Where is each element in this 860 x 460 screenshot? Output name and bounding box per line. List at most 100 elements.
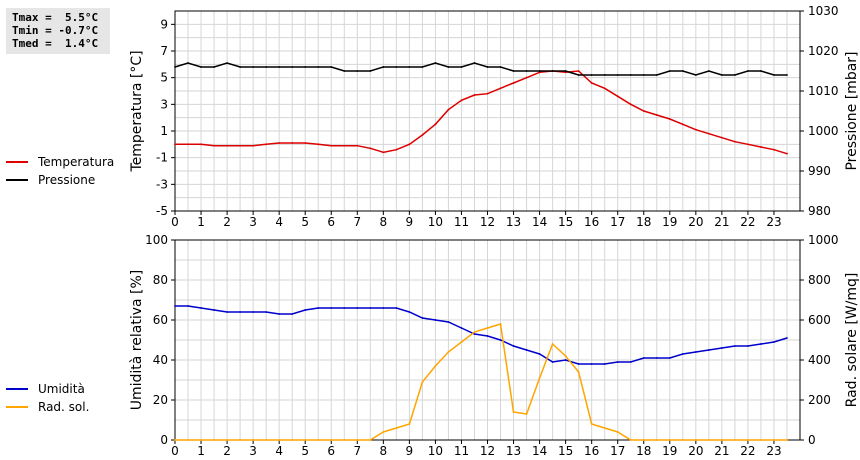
x-tick-label-0: 0 <box>171 215 179 229</box>
data-point-0-1 <box>343 70 346 72</box>
data-point-0-1 <box>434 62 437 64</box>
x-tick-label-1: 22 <box>740 444 755 458</box>
data-point-0-1 <box>760 70 762 72</box>
x-tick-label-0: 6 <box>327 215 335 229</box>
x-tick-label-1: 13 <box>506 444 521 458</box>
x-tick-label-0: 10 <box>428 215 443 229</box>
data-point-1-1 <box>760 439 762 441</box>
data-point-1-1 <box>317 439 320 441</box>
data-point-0-0 <box>773 148 775 151</box>
data-point-0-1 <box>655 74 658 76</box>
data-point-1-1 <box>551 343 554 345</box>
data-point-1-0 <box>252 311 255 313</box>
x-tick-label-0: 7 <box>353 215 361 229</box>
legend-swatch-pressione <box>6 179 28 181</box>
data-point-1-0 <box>291 313 294 315</box>
data-point-1-0 <box>187 305 189 307</box>
x-tick-label-1: 6 <box>327 444 335 458</box>
data-point-0-1 <box>382 66 385 68</box>
y-right-axis-label-0: Pressione [mbar] <box>844 51 860 170</box>
x-tick-label-0: 20 <box>688 215 703 229</box>
data-point-0-1 <box>551 70 554 72</box>
y-left-axis-label-1: Umidità relativa [%] <box>129 270 145 411</box>
data-point-1-1 <box>343 439 346 441</box>
x-tick-label-0: 14 <box>532 215 547 229</box>
legend-item-pressione: Pressione <box>6 171 114 189</box>
series-line-temperatura <box>175 70 788 155</box>
y-right-tick-label-0: 1030 <box>808 4 839 18</box>
x-tick-label-1: 7 <box>353 444 361 458</box>
data-point-0-1 <box>421 66 424 68</box>
data-point-0-1 <box>395 66 398 68</box>
data-point-0-1 <box>278 66 281 68</box>
x-tick-label-0: 17 <box>610 215 625 229</box>
data-point-1-0 <box>239 311 242 313</box>
data-point-1-1 <box>603 427 606 429</box>
data-point-0-1 <box>681 70 684 72</box>
data-point-1-0 <box>473 333 476 335</box>
data-point-1-0 <box>213 309 215 311</box>
data-point-1-1 <box>747 439 749 441</box>
x-tick-label-0: 22 <box>740 215 755 229</box>
data-point-1-0 <box>551 361 554 363</box>
data-point-0-0 <box>473 94 476 96</box>
data-point-0-1 <box>525 70 528 72</box>
data-point-0-0 <box>187 143 189 146</box>
series-line-pressione <box>174 62 787 76</box>
data-point-1-1 <box>278 439 281 441</box>
data-point-0-0 <box>668 118 671 120</box>
x-tick-label-1: 2 <box>223 444 231 458</box>
data-point-1-0 <box>681 353 684 355</box>
data-point-0-1 <box>642 74 645 76</box>
data-point-1-0 <box>408 311 411 313</box>
data-point-1-1 <box>590 423 593 425</box>
data-point-0-0 <box>265 143 268 146</box>
data-point-1-1 <box>655 439 658 441</box>
data-point-1-0 <box>317 307 320 309</box>
x-tick-label-1: 3 <box>249 444 257 458</box>
x-tick-label-0: 2 <box>223 215 231 229</box>
data-point-1-0 <box>395 307 398 309</box>
data-point-0-1 <box>408 66 411 68</box>
legend-top: Temperatura Pressione <box>6 153 114 189</box>
legend-label-pressione: Pressione <box>38 173 96 187</box>
data-point-1-1 <box>187 439 189 441</box>
data-point-1-0 <box>499 339 502 341</box>
data-point-0-1 <box>226 62 228 64</box>
y-right-tick-label-1: 400 <box>808 353 831 367</box>
data-point-1-1 <box>681 439 684 441</box>
x-tick-label-0: 16 <box>584 215 599 229</box>
x-tick-label-1: 8 <box>380 444 388 458</box>
x-tick-label-1: 9 <box>406 444 414 458</box>
x-tick-label-1: 19 <box>662 444 677 458</box>
data-point-1-1 <box>707 439 710 441</box>
x-tick-label-1: 5 <box>301 444 309 458</box>
y-right-axis-label-1: Rad. solare [W/mq] <box>844 273 860 408</box>
data-point-1-1 <box>447 351 450 353</box>
data-point-0-0 <box>356 144 359 147</box>
data-point-1-1 <box>421 381 424 383</box>
data-point-1-1 <box>668 439 671 441</box>
data-point-0-1 <box>603 74 606 76</box>
data-point-0-1 <box>786 74 788 76</box>
data-point-0-0 <box>760 146 762 148</box>
data-point-0-1 <box>538 70 541 72</box>
data-point-0-1 <box>252 66 255 68</box>
data-point-1-0 <box>616 361 619 363</box>
data-point-0-0 <box>278 142 281 144</box>
data-point-1-1 <box>291 439 294 441</box>
data-point-0-1 <box>369 70 372 72</box>
data-point-0-0 <box>213 144 215 147</box>
x-tick-label-0: 4 <box>275 215 283 229</box>
y-right-tick-label-0: 1020 <box>808 44 839 58</box>
data-point-0-0 <box>460 99 463 102</box>
x-tick-label-1: 4 <box>275 444 283 458</box>
data-point-0-0 <box>694 128 697 131</box>
data-point-1-1 <box>525 413 528 415</box>
data-point-0-0 <box>642 110 645 112</box>
data-point-0-0 <box>603 87 606 90</box>
data-point-1-1 <box>786 439 788 441</box>
y-right-tick-label-1: 600 <box>808 313 831 327</box>
data-point-0-1 <box>577 74 580 76</box>
x-tick-label-0: 18 <box>636 215 651 229</box>
